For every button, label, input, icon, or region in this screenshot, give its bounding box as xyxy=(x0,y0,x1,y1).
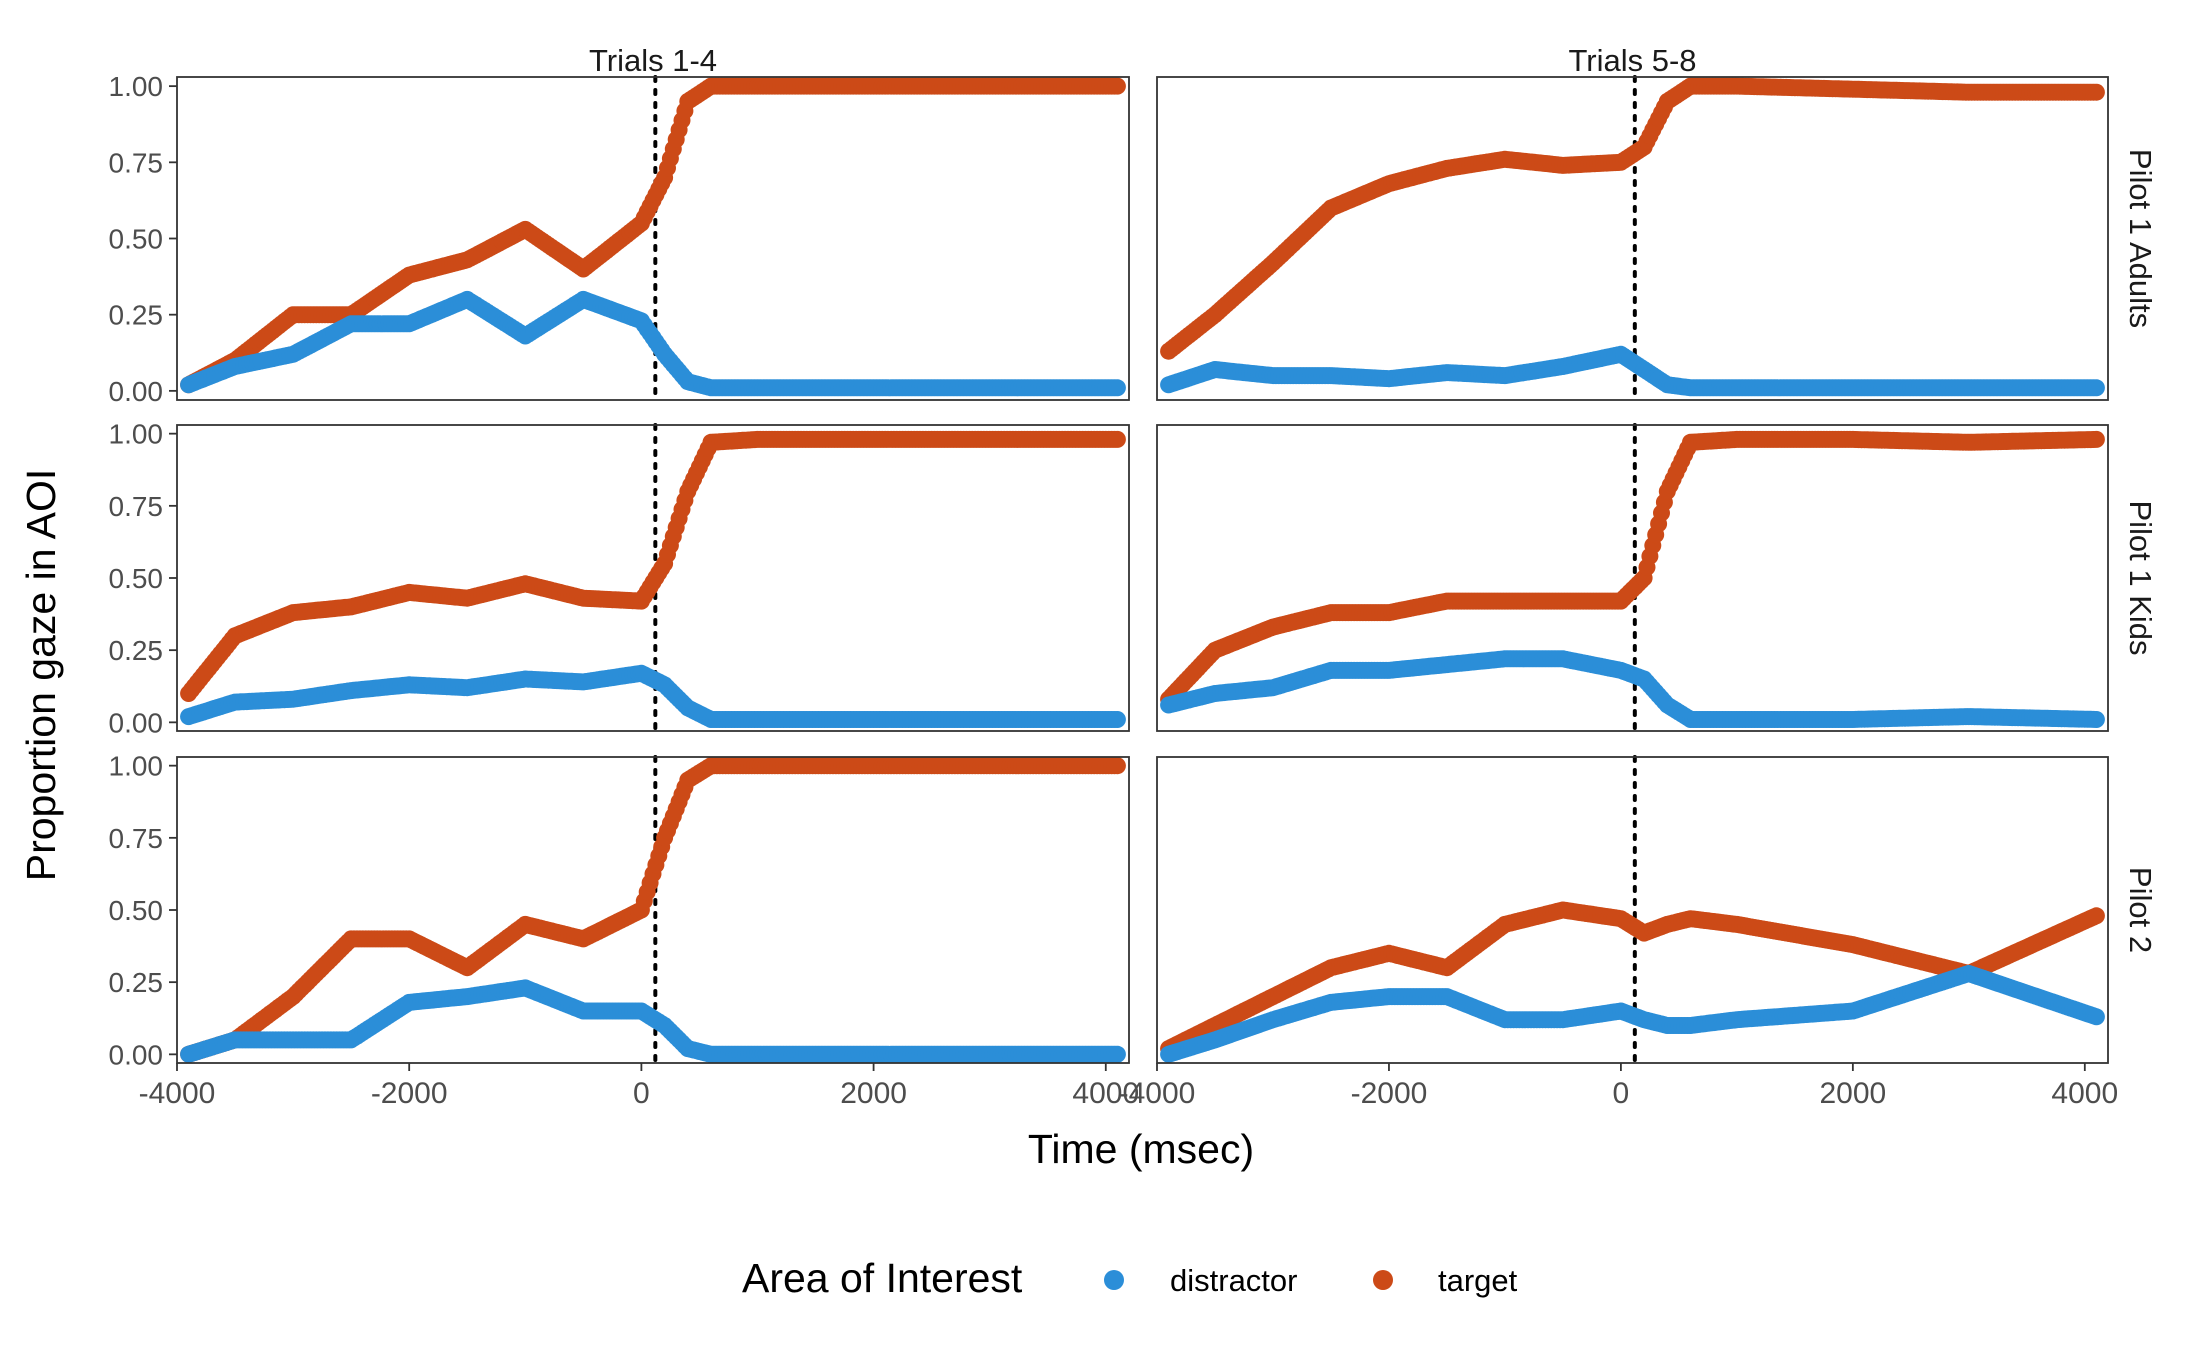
panel-pilot-2-trials-1-4: 0.00 0.25 0.50 0.75 1.00 -4000 -2000 0 2000 4000 xyxy=(109,751,1140,1110)
y-tick-label: 1.00 xyxy=(109,751,164,782)
point-target xyxy=(2087,83,2105,101)
legend-label-target: target xyxy=(1438,1263,1518,1298)
point-target xyxy=(1108,77,1126,95)
y-tick-label: 0.50 xyxy=(109,563,164,594)
panel-border xyxy=(1156,424,2109,732)
panel-pilot-1-adults-trials-1-4: 0.00 0.25 0.50 0.75 1.00 xyxy=(109,71,1130,407)
y-tick-label: 0.00 xyxy=(109,707,164,738)
point-distractor xyxy=(2087,1008,2105,1026)
panel-pilot-1-adults-trials-5-8 xyxy=(1156,75,2109,402)
panel-pilot-1-kids-trials-1-4: 0.00 0.25 0.50 0.75 1.00 xyxy=(109,419,1130,738)
row-strip-pilot-1-kids: Pilot 1 Kids xyxy=(2123,500,2158,655)
y-tick-label: 1.00 xyxy=(109,419,164,450)
legend-title: Area of Interest xyxy=(742,1255,1023,1301)
series-distractor xyxy=(180,979,1126,1063)
panel-pilot-1-kids-trials-5-8 xyxy=(1156,423,2109,733)
point-distractor xyxy=(2087,711,2105,728)
series-target xyxy=(1160,430,2105,708)
panel-border xyxy=(1156,76,2109,401)
series-distractor xyxy=(180,290,1126,397)
series-distractor xyxy=(1160,345,2105,397)
x-tick-label: 2000 xyxy=(1819,1077,1886,1110)
legend-key-distractor xyxy=(1104,1270,1124,1290)
series-distractor xyxy=(1160,650,2105,728)
y-axis-label: Proportion gaze in AOI xyxy=(18,469,64,882)
row-strip-pilot-2: Pilot 2 xyxy=(2123,867,2158,953)
y-tick-label: 0.75 xyxy=(109,491,164,522)
y-tick-label: 0.25 xyxy=(109,967,164,998)
legend-key-target xyxy=(1373,1270,1393,1290)
point-target xyxy=(1108,430,1126,448)
series-target xyxy=(1160,77,2105,360)
y-tick-label: 0.50 xyxy=(109,224,164,255)
y-tick-label: 0.75 xyxy=(109,147,164,178)
column-strip-trials-1-4: Trials 1-4 xyxy=(589,43,717,78)
point-distractor xyxy=(2087,379,2105,397)
y-tick-label: 0.25 xyxy=(109,635,164,666)
point-distractor xyxy=(1108,1045,1126,1063)
x-tick-label: 2000 xyxy=(840,1077,907,1110)
legend: Area of Interest distractor target xyxy=(742,1255,1518,1301)
x-tick-label: 4000 xyxy=(1072,1077,1139,1110)
point-distractor xyxy=(1108,711,1126,728)
x-tick-label: -4000 xyxy=(139,1077,216,1110)
y-tick-label: 0.50 xyxy=(109,895,164,926)
column-strip-trials-5-8: Trials 5-8 xyxy=(1568,43,1696,78)
point-distractor xyxy=(1108,379,1126,397)
panel-border xyxy=(1156,756,2109,1064)
row-strip-pilot-1-adults: Pilot 1 Adults xyxy=(2123,149,2158,328)
panels-layer: Trials 1-4 Trials 5-8 Pilot 1 Adults Pilot … xyxy=(109,43,2159,1110)
point-target xyxy=(2087,907,2105,925)
series-distractor xyxy=(1160,965,2105,1063)
x-axis-label: Time (msec) xyxy=(1028,1126,1254,1172)
x-tick-label: -4000 xyxy=(1119,1077,1196,1110)
series-target xyxy=(180,430,1126,702)
x-tick-label: -2000 xyxy=(1351,1077,1428,1110)
x-tick-label: -2000 xyxy=(371,1077,448,1110)
y-tick-label: 0.00 xyxy=(109,376,164,407)
y-tick-label: 1.00 xyxy=(109,71,164,102)
x-tick-label: 4000 xyxy=(2051,1077,2118,1110)
y-tick-label: 0.00 xyxy=(109,1039,164,1070)
point-target xyxy=(2087,430,2105,448)
series-target xyxy=(1160,901,2105,1058)
series-target xyxy=(180,77,1126,394)
legend-label-distractor: distractor xyxy=(1170,1263,1297,1298)
series-distractor xyxy=(180,664,1126,728)
panel-pilot-2-trials-5-8: -4000 -2000 0 2000 4000 xyxy=(1119,755,2118,1110)
point-target xyxy=(1108,757,1126,775)
x-tick-label: 0 xyxy=(633,1077,650,1110)
y-tick-label: 0.25 xyxy=(109,300,164,331)
x-tick-label: 0 xyxy=(1613,1077,1630,1110)
y-tick-label: 0.75 xyxy=(109,823,164,854)
